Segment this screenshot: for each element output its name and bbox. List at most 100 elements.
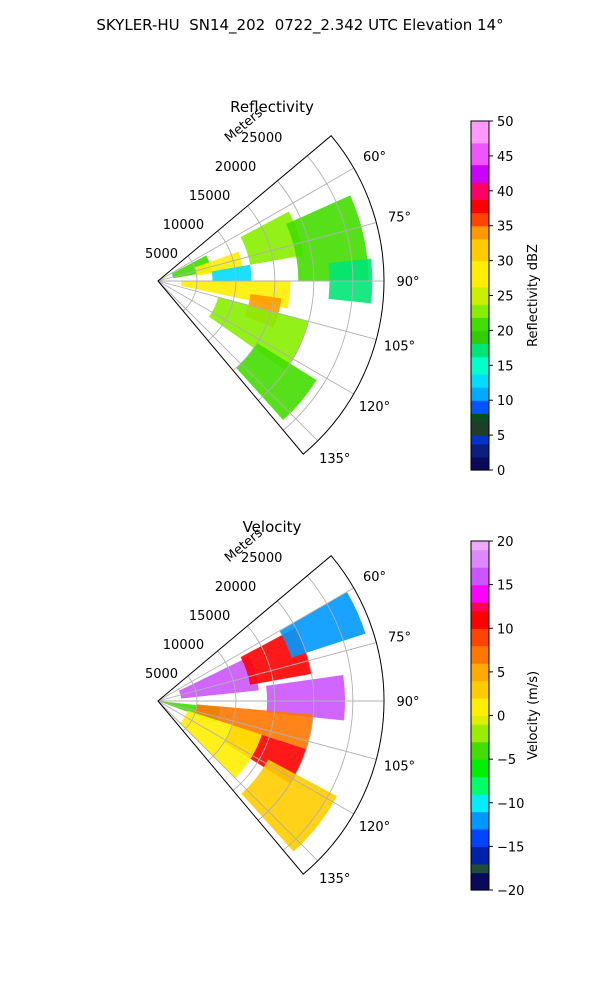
refl-radial-tick-label-3: 20000 bbox=[215, 160, 256, 175]
vel-colorbar-swatch-47 bbox=[471, 680, 489, 686]
refl-azimuth-spoke-3 bbox=[157, 280, 377, 340]
reflectivity-panel: Reflectivity 500010000150002000025000Met… bbox=[145, 98, 541, 479]
vel-colorbar-tick-label-4: 0 bbox=[497, 710, 505, 725]
vel-range-ring-1 bbox=[207, 650, 237, 762]
vel-colorbar-label: Velocity (m/s) bbox=[526, 671, 541, 760]
vel-colorbar-swatch-38 bbox=[471, 719, 489, 725]
vel-azimuth-spoke-0 bbox=[157, 587, 354, 702]
vel-colorbar-tick-label-6: 10 bbox=[497, 622, 514, 637]
vel-colorbar-swatch-48 bbox=[471, 676, 489, 682]
refl-range-ring-4 bbox=[282, 155, 354, 431]
refl-colorbar-tick-label-4: 20 bbox=[497, 324, 514, 339]
refl-colorbar-swatch-8 bbox=[471, 430, 489, 436]
refl-data-cell-3 bbox=[286, 195, 369, 281]
refl-colorbar-swatch-5 bbox=[471, 443, 489, 449]
velocity-colorbar: −20 −15 −10 −5 0 5 10 15 20 Velocity (m/s) bbox=[470, 535, 541, 899]
refl-colorbar-swatch-68 bbox=[471, 168, 489, 174]
vel-angular-tick-label-2: 90° bbox=[396, 695, 419, 710]
vel-colorbar-swatch-1 bbox=[471, 881, 489, 887]
vel-radial-tick-label-3: 20000 bbox=[215, 580, 256, 595]
vel-colorbar-swatch-36 bbox=[471, 728, 489, 734]
reflectivity-grid bbox=[157, 135, 385, 455]
refl-colorbar-swatch-60 bbox=[471, 203, 489, 209]
vel-colorbar-swatch-16 bbox=[471, 815, 489, 821]
refl-colorbar-tick-label-10: 50 bbox=[497, 115, 514, 130]
refl-colorbar-tick-label-5: 25 bbox=[497, 290, 514, 305]
vel-colorbar-swatch-66 bbox=[471, 597, 489, 603]
refl-range-ring-3 bbox=[257, 180, 315, 401]
refl-colorbar-swatch-65 bbox=[471, 182, 489, 188]
refl-colorbar-swatch-3 bbox=[471, 452, 489, 458]
vel-colorbar-swatch-27 bbox=[471, 767, 489, 773]
vel-colorbar-swatch-58 bbox=[471, 632, 489, 638]
vel-colorbar-tick-label-7: 15 bbox=[497, 579, 514, 594]
vel-colorbar-swatch-55 bbox=[471, 645, 489, 651]
vel-sector-frame bbox=[157, 555, 385, 875]
refl-radial-tick-label-4: 25000 bbox=[241, 131, 282, 146]
refl-angular-tick-label-4: 120° bbox=[359, 400, 390, 415]
vel-colorbar-swatch-34 bbox=[471, 737, 489, 743]
refl-colorbar-swatch-70 bbox=[471, 160, 489, 166]
refl-colorbar-swatch-58 bbox=[471, 212, 489, 218]
refl-colorbar-swatch-50 bbox=[471, 247, 489, 253]
vel-colorbar-swatch-31 bbox=[471, 750, 489, 756]
refl-colorbar-swatch-45 bbox=[471, 269, 489, 275]
vel-colorbar-swatch-29 bbox=[471, 759, 489, 765]
vel-colorbar-swatch-65 bbox=[471, 602, 489, 608]
refl-colorbar-tick-label-6: 30 bbox=[497, 255, 514, 270]
refl-colorbar-swatch-71 bbox=[471, 155, 489, 161]
refl-colorbar-swatch-21 bbox=[471, 374, 489, 379]
vel-colorbar-swatch-77 bbox=[471, 549, 489, 555]
refl-colorbar-swatch-25 bbox=[471, 356, 489, 362]
refl-colorbar-swatch-48 bbox=[471, 256, 489, 262]
refl-colorbar-swatch-6 bbox=[471, 439, 489, 445]
vel-colorbar-swatch-79 bbox=[471, 541, 489, 546]
vel-colorbar-swatch-45 bbox=[471, 689, 489, 695]
vel-colorbar-swatch-67 bbox=[471, 593, 489, 599]
vel-colorbar-swatch-44 bbox=[471, 693, 489, 699]
velocity-grid bbox=[157, 555, 385, 875]
vel-colorbar-swatch-51 bbox=[471, 663, 489, 669]
refl-colorbar-swatch-73 bbox=[471, 147, 489, 153]
refl-colorbar-swatch-49 bbox=[471, 251, 489, 257]
refl-angular-tick-label-1: 75° bbox=[388, 210, 411, 225]
refl-colorbar-swatch-7 bbox=[471, 435, 489, 441]
refl-colorbar-swatch-38 bbox=[471, 299, 489, 305]
refl-colorbar-swatch-42 bbox=[471, 282, 489, 288]
vel-colorbar-swatch-0 bbox=[471, 885, 489, 891]
vel-colorbar-swatch-13 bbox=[471, 828, 489, 834]
vel-colorbar-swatch-8 bbox=[471, 850, 489, 856]
refl-colorbar-swatch-30 bbox=[471, 334, 489, 340]
refl-colorbar-swatch-37 bbox=[471, 304, 489, 310]
velocity-data-layer bbox=[158, 591, 366, 852]
vel-range-ring-4 bbox=[282, 575, 354, 851]
vel-colorbar-swatch-76 bbox=[471, 554, 489, 560]
refl-colorbar-swatch-31 bbox=[471, 330, 489, 336]
refl-colorbar-swatch-33 bbox=[471, 321, 489, 327]
refl-colorbar-swatch-36 bbox=[471, 308, 489, 314]
vel-range-ring-2 bbox=[232, 625, 276, 791]
vel-colorbar-swatch-5 bbox=[471, 863, 489, 869]
velocity-panel: Velocity 500010000150002000025000Meters6… bbox=[145, 518, 541, 899]
reflectivity-data-layer bbox=[171, 195, 373, 420]
refl-colorbar-swatch-0 bbox=[471, 465, 489, 471]
refl-data-cell-7 bbox=[209, 297, 309, 371]
vel-colorbar-swatch-39 bbox=[471, 715, 489, 721]
refl-colorbar-swatch-66 bbox=[471, 177, 489, 183]
refl-colorbar-swatch-56 bbox=[471, 221, 489, 227]
refl-colorbar-swatch-79 bbox=[471, 121, 489, 126]
vel-angular-tick-label-1: 75° bbox=[388, 630, 411, 645]
refl-colorbar-swatch-72 bbox=[471, 151, 489, 157]
vel-colorbar-swatch-32 bbox=[471, 746, 489, 751]
refl-range-ring-1 bbox=[207, 230, 237, 342]
refl-colorbar-swatch-47 bbox=[471, 260, 489, 266]
vel-data-cell-7 bbox=[241, 759, 337, 852]
refl-data-cell-4 bbox=[211, 264, 252, 281]
vel-data-cell-0 bbox=[179, 656, 259, 699]
vel-colorbar-swatch-37 bbox=[471, 724, 489, 730]
vel-colorbar-swatch-61 bbox=[471, 619, 489, 625]
vel-colorbar-swatch-35 bbox=[471, 732, 489, 738]
refl-colorbar-label: Reflectivity dBZ bbox=[526, 244, 541, 347]
vel-colorbar-swatch-50 bbox=[471, 667, 489, 673]
refl-colorbar-swatch-19 bbox=[471, 382, 489, 388]
